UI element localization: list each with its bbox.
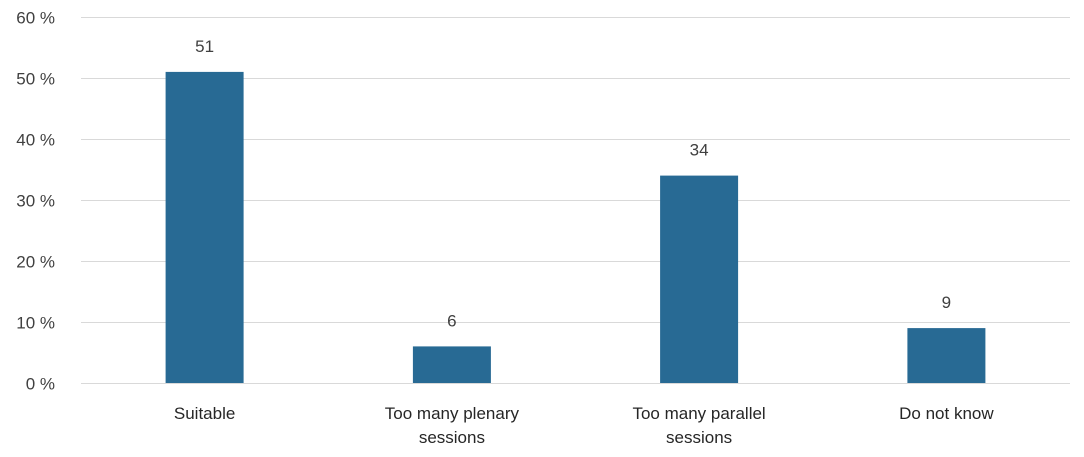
x-axis-categories: Suitable Too many plenary sessions Too many… bbox=[174, 404, 994, 447]
data-label: 34 bbox=[690, 141, 709, 160]
category-label: Too many plenary bbox=[385, 404, 520, 423]
y-tick-label: 30 % bbox=[16, 192, 55, 211]
bars bbox=[165, 71, 986, 384]
data-label: 9 bbox=[942, 293, 951, 312]
category-label: Suitable bbox=[174, 404, 235, 423]
category-label: sessions bbox=[666, 428, 732, 447]
category-label: Do not know bbox=[899, 404, 994, 423]
y-tick-label: 10 % bbox=[16, 314, 55, 333]
bar bbox=[165, 71, 244, 384]
data-label: 6 bbox=[447, 311, 456, 330]
category-label: Too many parallel bbox=[632, 404, 765, 423]
y-tick-label: 20 % bbox=[16, 253, 55, 272]
y-tick-label: 60 % bbox=[16, 9, 55, 28]
y-axis-ticks: 0 % 10 % 20 % 30 % 40 % 50 % 60 % bbox=[16, 9, 55, 394]
gridlines bbox=[81, 17, 1070, 384]
bar bbox=[412, 346, 491, 383]
y-tick-label: 50 % bbox=[16, 70, 55, 89]
bar bbox=[660, 175, 739, 383]
y-tick-label: 40 % bbox=[16, 131, 55, 150]
category-label: sessions bbox=[419, 428, 485, 447]
bar bbox=[907, 328, 986, 383]
data-labels: 51 6 34 9 bbox=[195, 37, 951, 330]
data-label: 51 bbox=[195, 37, 214, 56]
y-tick-label: 0 % bbox=[26, 375, 55, 394]
